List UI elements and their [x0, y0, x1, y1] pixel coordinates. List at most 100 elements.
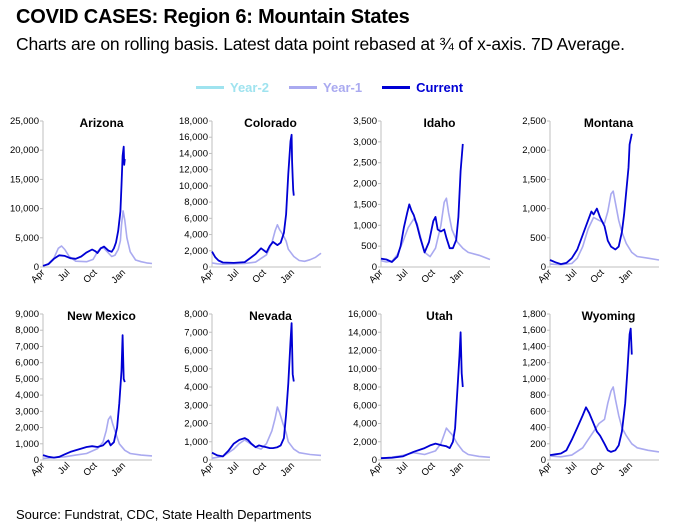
x-tick-label: Jan [616, 267, 635, 286]
y-tick-label: 12,000 [179, 165, 208, 176]
x-tick-label: Jul [225, 267, 241, 283]
chart-legend: Year-2 Year-1 Current [196, 78, 483, 96]
series-line-current [211, 322, 295, 458]
y-tick-label: 3,000 [353, 137, 377, 148]
y-tick-label: 10,000 [10, 204, 39, 215]
y-tick-label: 1,000 [522, 204, 546, 215]
y-tick-label: 25,000 [10, 116, 39, 127]
x-tick-label: Jan [447, 267, 466, 286]
y-tick-label: 1,000 [522, 374, 546, 385]
legend-swatch-year2 [196, 85, 224, 89]
y-tick-label: 1,600 [522, 325, 546, 336]
chart-nevada: 0 1,000 2,000 3,000 4,000 5,000 6,000 7,000 8,00… [184, 309, 322, 479]
x-tick-label: Oct [419, 460, 437, 478]
y-tick-label: 8,000 [15, 325, 39, 336]
page-subtitle: Charts are on rolling basis. Latest data… [16, 34, 625, 54]
x-tick-label: Jul [394, 460, 410, 476]
x-tick-label: Jan [278, 460, 297, 479]
y-tick-label: 0 [541, 262, 546, 273]
y-tick-label: 4,000 [15, 390, 39, 401]
x-tick-label: Jul [563, 267, 579, 283]
x-tick-label: Apr [536, 460, 554, 478]
y-tick-label: 7,000 [15, 341, 39, 352]
y-tick-label: 2,000 [15, 423, 39, 434]
y-tick-label: 14,000 [348, 327, 377, 338]
series-line-current [380, 143, 464, 263]
y-tick-label: 9,000 [15, 309, 39, 320]
y-tick-label: 2,000 [353, 179, 377, 190]
y-tick-label: 8,000 [353, 382, 377, 393]
legend-label-current: Current [416, 79, 464, 95]
y-tick-label: 3,500 [353, 116, 377, 127]
series-line-year-1 [549, 386, 660, 458]
x-tick-label: Oct [81, 460, 99, 478]
series-line-current [42, 145, 126, 267]
legend-swatch-year1 [289, 85, 318, 89]
y-tick-label: 600 [530, 406, 546, 417]
y-tick-label: 10,000 [179, 181, 208, 192]
series-line-year-1 [42, 415, 153, 460]
y-tick-label: 2,000 [184, 246, 208, 257]
y-tick-label: 6,000 [353, 400, 377, 411]
x-tick-label: Jul [225, 460, 241, 476]
chart-title: New Mexico [67, 309, 136, 323]
chart-new-mexico: 0 1,000 2,000 3,000 4,000 5,000 6,000 7,000 8,00… [15, 309, 153, 479]
x-tick-label: Apr [198, 460, 216, 478]
series-line-current [549, 133, 633, 266]
y-tick-label: 16,000 [179, 132, 208, 143]
chart-colorado: 0 2,000 4,000 6,000 8,000 10,000 12,000 14,000 1… [179, 116, 322, 286]
x-tick-label: Jan [109, 267, 128, 286]
y-tick-label: 20,000 [10, 145, 39, 156]
y-tick-label: 0 [203, 455, 208, 466]
y-tick-label: 2,500 [353, 158, 377, 169]
y-tick-label: 200 [530, 439, 546, 450]
chart-arizona: 0 5,000 10,000 15,000 20,000 25,000 Apr Jul Oct J… [10, 116, 153, 286]
y-tick-label: 800 [530, 390, 546, 401]
y-tick-label: 2,000 [353, 437, 377, 448]
x-tick-label: Jul [563, 460, 579, 476]
source-note: Source: Fundstrat, CDC, State Health Dep… [16, 507, 312, 522]
series-line-current [211, 133, 295, 264]
y-tick-label: 1,400 [522, 341, 546, 352]
y-tick-label: 5,000 [15, 374, 39, 385]
x-tick-label: Oct [250, 267, 268, 285]
y-tick-label: 7,000 [184, 327, 208, 338]
y-tick-label: 8,000 [184, 197, 208, 208]
y-tick-label: 5,000 [15, 233, 39, 244]
y-tick-label: 0 [34, 455, 39, 466]
x-tick-label: Jul [56, 267, 72, 283]
y-tick-label: 500 [530, 233, 546, 244]
y-tick-label: 2,000 [184, 419, 208, 430]
y-tick-label: 6,000 [15, 358, 39, 369]
y-tick-label: 4,000 [184, 230, 208, 241]
y-tick-label: 1,500 [522, 174, 546, 185]
y-tick-label: 12,000 [348, 346, 377, 357]
x-tick-label: Jul [394, 267, 410, 283]
series-line-current [549, 327, 633, 456]
x-tick-label: Oct [81, 267, 99, 285]
legend-swatch-current [382, 85, 411, 89]
x-tick-label: Apr [198, 267, 216, 285]
y-tick-label: 1,000 [353, 220, 377, 231]
y-tick-label: 4,000 [184, 382, 208, 393]
chart-title: Utah [426, 309, 453, 323]
x-tick-label: Jan [109, 460, 128, 479]
y-tick-label: 15,000 [10, 174, 39, 185]
y-tick-label: 3,000 [184, 400, 208, 411]
y-tick-label: 1,200 [522, 358, 546, 369]
chart-title: Montana [584, 116, 634, 130]
x-tick-label: Apr [29, 460, 47, 478]
chart-utah: 0 2,000 4,000 6,000 8,000 10,000 12,000 14,000 1… [348, 309, 491, 479]
x-tick-label: Jan [447, 460, 466, 479]
y-tick-label: 18,000 [179, 116, 208, 127]
x-tick-label: Apr [29, 267, 47, 285]
x-tick-label: Oct [419, 267, 437, 285]
charts-grid: 0 5,000 10,000 15,000 20,000 25,000 Apr Jul Oct J… [10, 116, 660, 479]
y-tick-label: 1,000 [15, 439, 39, 450]
x-tick-label: Oct [588, 267, 606, 285]
chart-title: Nevada [249, 309, 292, 323]
y-tick-label: 3,000 [15, 406, 39, 417]
y-tick-label: 0 [372, 455, 377, 466]
series-line-year-1 [42, 210, 153, 268]
legend-label-year1: Year-1 [323, 79, 363, 95]
